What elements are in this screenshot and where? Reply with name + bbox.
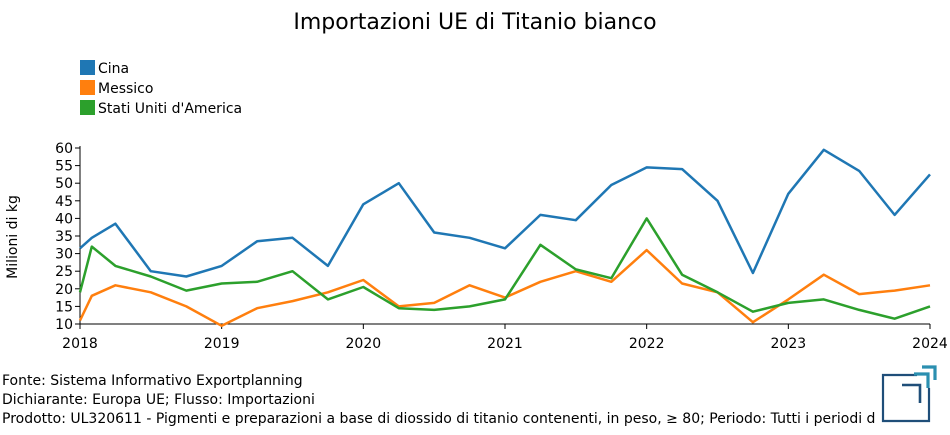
chart-title: Importazioni UE di Titanio bianco — [293, 10, 656, 35]
series-line-0 — [79, 148, 931, 278]
x-tick-label: 2020 — [346, 336, 382, 352]
y-tick-label: 30 — [55, 247, 73, 263]
y-tick-label: 45 — [55, 194, 73, 210]
y-tick-label: 60 — [55, 141, 73, 157]
series-line-1 — [78, 248, 931, 328]
x-tick-label: 2022 — [629, 336, 665, 352]
legend-label: Messico — [98, 81, 153, 97]
footer: Fonte: Sistema Informativo Exportplannin… — [2, 373, 875, 427]
legend-swatch — [80, 100, 95, 115]
footer-source: Fonte: Sistema Informativo Exportplannin… — [2, 373, 303, 389]
y-tick-label: 40 — [55, 211, 73, 227]
y-tick-label: 55 — [55, 159, 73, 175]
legend: Cina Messico Stati Uniti d'America — [80, 60, 242, 117]
series-line-2 — [78, 217, 931, 320]
legend-swatch — [80, 80, 95, 95]
footer-product: Prodotto: UL320611 - Pigmenti e preparaz… — [2, 411, 875, 427]
x-tick-label: 2021 — [487, 336, 523, 352]
y-tick-label: 15 — [55, 299, 73, 315]
x-tick-label: 2019 — [204, 336, 240, 352]
y-tick-label: 10 — [55, 317, 73, 333]
x-tick-label: 2023 — [771, 336, 807, 352]
y-axis-label: Milioni di kg — [5, 195, 21, 279]
y-tick-label: 35 — [55, 229, 73, 245]
exportplanning-logo-icon — [881, 365, 937, 423]
legend-swatch — [80, 60, 95, 75]
footer-declarant: Dichiarante: Europa UE; Flusso: Importaz… — [2, 392, 315, 408]
y-tick-label: 20 — [55, 282, 73, 298]
x-ticks: 2018 2019 2020 2021 2022 2023 2024 — [62, 324, 948, 352]
x-tick-label: 2018 — [62, 336, 98, 352]
x-tick-label: 2024 — [912, 336, 948, 352]
series-lines — [78, 148, 931, 328]
legend-label: Stati Uniti d'America — [98, 101, 242, 117]
legend-label: Cina — [98, 61, 129, 77]
y-tick-label: 25 — [55, 264, 73, 280]
y-tick-label: 50 — [55, 176, 73, 192]
